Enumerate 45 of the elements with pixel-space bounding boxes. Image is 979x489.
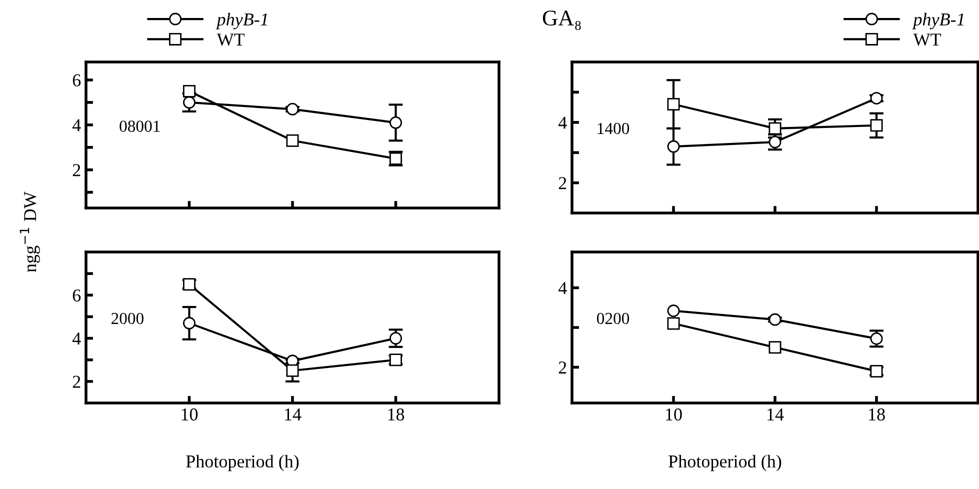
legend-label: phyB-1: [216, 12, 268, 30]
point: [768, 122, 782, 135]
legend-label: WT: [913, 34, 941, 46]
point: [667, 98, 680, 111]
y-tick-label: 2: [72, 164, 80, 176]
y-tick-label: 2: [558, 362, 566, 374]
point: [667, 317, 680, 330]
y-axis-title: ngg$^{−1}$ DW: [20, 192, 40, 272]
point: [768, 313, 782, 326]
y-tick-label: 2: [558, 177, 566, 190]
x-tick-label: 14: [768, 408, 784, 420]
annotation: 0200: [596, 312, 630, 324]
y-tick-label: 2: [72, 376, 80, 388]
x-tick-label: 14: [285, 408, 302, 420]
legend-label: phyB-1: [912, 12, 964, 30]
x-tick-label: 18: [869, 408, 885, 421]
x-tick-label: 18: [388, 408, 404, 421]
chart-title: GA₈: [542, 10, 581, 30]
point: [870, 119, 883, 132]
x-axis-title: Photoperiod (h): [186, 454, 299, 472]
point: [870, 92, 883, 104]
annotation: 2000: [112, 312, 144, 324]
y-tick-label: 6: [72, 74, 81, 86]
point: [286, 134, 299, 147]
y-tick-label: 4: [72, 332, 81, 345]
point: [667, 140, 680, 153]
x-tick-label: 10: [666, 408, 682, 421]
annotation: 08001: [120, 120, 160, 132]
y-tick-label: 4: [72, 119, 81, 132]
point: [183, 84, 196, 98]
point: [286, 102, 299, 116]
point: [870, 332, 883, 345]
x-axis-title: Photoperiod (h): [668, 454, 782, 472]
point: [390, 332, 402, 345]
point: [768, 341, 782, 354]
y-tick-label: 4: [558, 116, 567, 129]
point: [390, 116, 402, 129]
y-tick-label: 6: [72, 289, 81, 302]
y-tick-label: 4: [558, 282, 567, 294]
point: [183, 96, 196, 109]
x-tick-label: 10: [182, 408, 198, 421]
point: [667, 304, 680, 318]
point: [183, 316, 196, 330]
annotation: 1400: [598, 122, 630, 134]
legend-label: WT: [216, 34, 245, 46]
